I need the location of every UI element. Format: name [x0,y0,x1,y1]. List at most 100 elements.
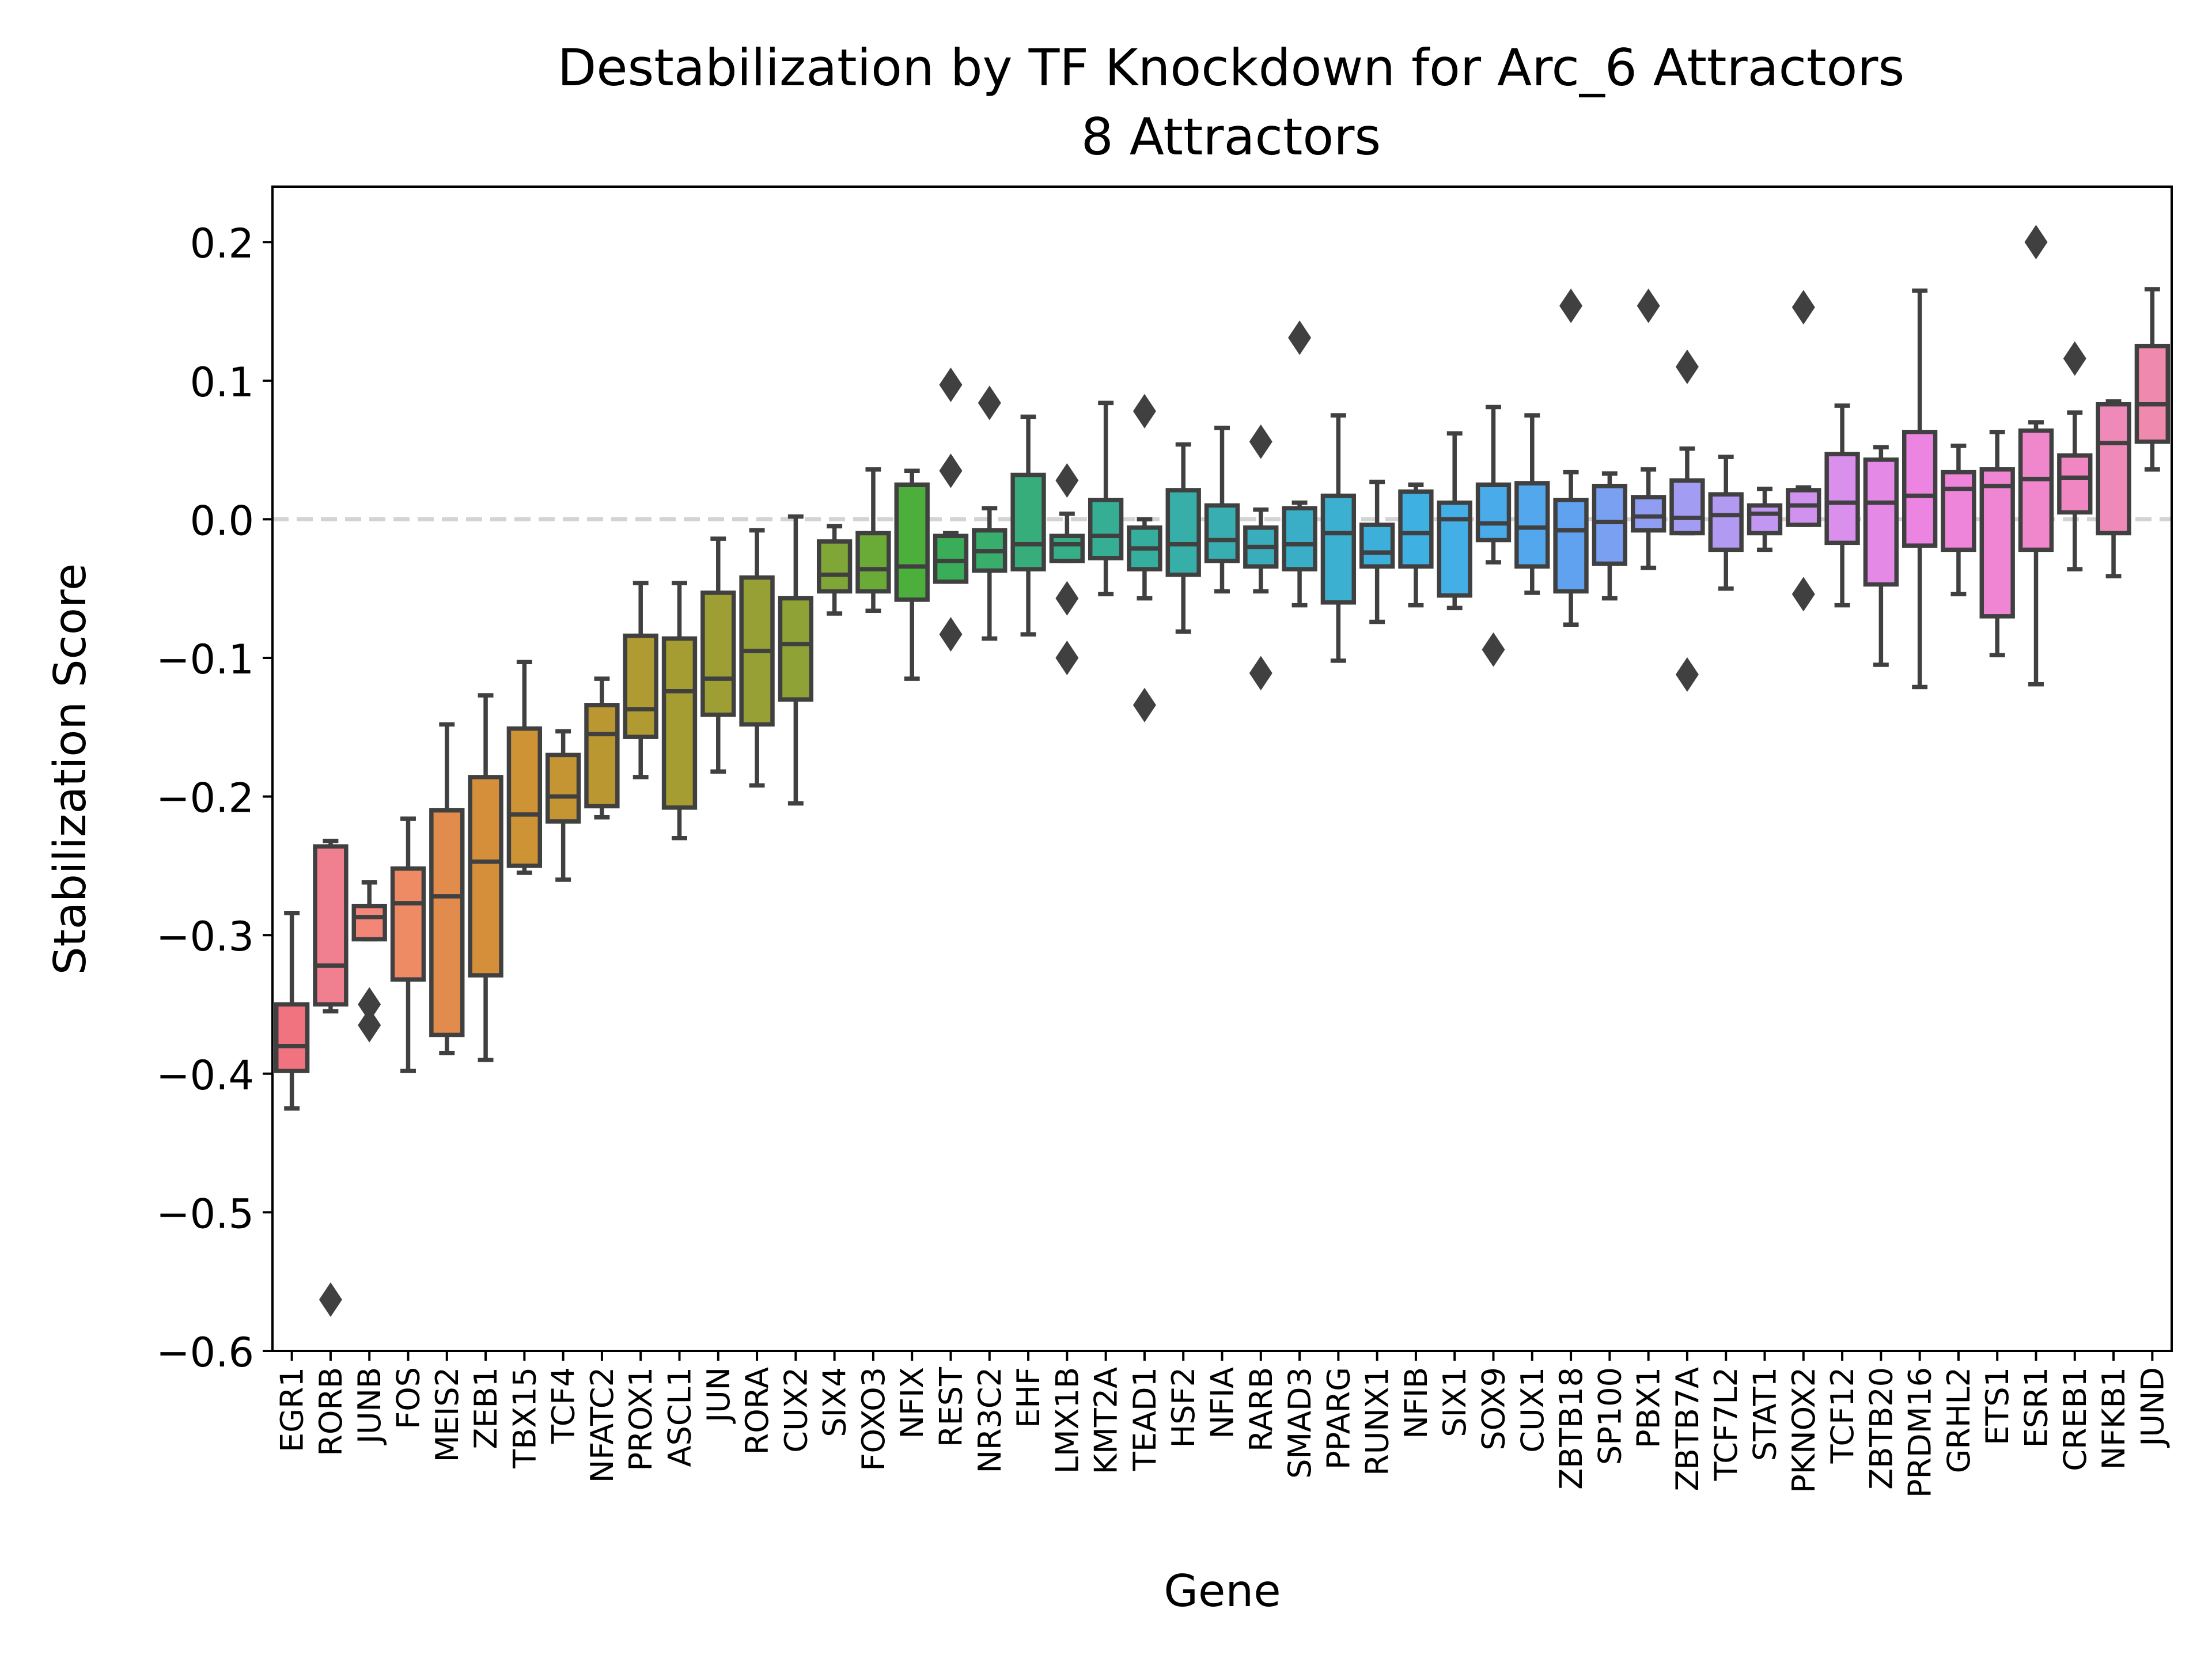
x-tick-label: SIX4 [817,1367,853,1437]
box-jund [2134,343,2171,444]
x-tick-label: TEAD1 [1127,1367,1163,1471]
box-stat1 [1747,503,1783,536]
x-tick-label: NFKB1 [2096,1367,2132,1470]
x-tick-label: CREB1 [2057,1367,2093,1471]
x-tick-label: ESR1 [2018,1367,2055,1448]
outlier-point [1675,657,1699,692]
outlier-point [1482,632,1505,667]
x-tick-label: NFATC2 [584,1367,620,1483]
x-tick-label: ZEB1 [468,1367,504,1449]
box-nfib [1398,489,1434,569]
box-nfix [894,482,930,602]
box-esr1 [2018,428,2054,552]
outlier-point [1791,577,1815,612]
box-kmt2a [1088,497,1124,561]
outlier-point [319,1282,342,1317]
box-egr1 [274,1002,310,1073]
outlier-point [1132,687,1156,722]
box-pparg [1320,493,1357,605]
x-tick-label: CUX1 [1514,1367,1551,1453]
x-tick-label: ZBTB18 [1553,1367,1589,1490]
x-tick-label: TCF7L2 [1708,1367,1744,1481]
outlier-point [1637,288,1660,323]
box-hsf2 [1165,488,1201,577]
box-zeb1 [468,775,503,978]
box-grhl2 [1941,470,1976,552]
x-tick-label: JUND [2134,1367,2171,1448]
x-tick-label: TBX15 [506,1367,543,1469]
y-tick-label: −0.4 [156,1052,254,1099]
outlier-point [1055,641,1079,676]
box-lmx1b [1049,533,1085,563]
box-creb1 [2057,453,2093,515]
x-tick-label: MEIS2 [429,1367,465,1462]
x-tick-label: ETS1 [1979,1367,2016,1445]
y-tick-label: −0.1 [156,636,254,683]
box-sp100 [1592,483,1628,566]
box-nfatc2 [584,703,620,809]
x-tick-label: PPARG [1320,1367,1357,1470]
outlier-point [1132,393,1156,429]
x-tick-label: CUX2 [778,1367,814,1453]
outlier-point [1249,656,1272,691]
x-tick-label: TCF12 [1824,1367,1861,1464]
y-axis-label: Stabilization Score [45,563,96,975]
x-tick-label: NFIB [1398,1367,1434,1438]
box-nfia [1204,503,1240,563]
box-six1 [1437,500,1472,598]
box-prox1 [623,633,658,739]
box-tcf7l2 [1708,492,1744,552]
x-tick-label: PKNOX2 [1786,1367,1822,1493]
x-tick-label: SIX1 [1437,1367,1473,1437]
x-tick-label: SMAD3 [1282,1367,1318,1479]
box-six4 [816,539,853,594]
x-tick-label: SP100 [1592,1367,1628,1465]
x-tick-label: GRHL2 [1941,1367,1977,1473]
box-zbtb18 [1553,497,1589,594]
x-tick-label: LMX1B [1049,1367,1085,1474]
outlier-point [978,385,1001,421]
y-tick-label: −0.5 [156,1190,254,1237]
box-cux1 [1514,481,1550,569]
x-tick-label: EGR1 [274,1367,310,1452]
x-tick-label: RARB [1243,1367,1279,1452]
box-smad3 [1282,506,1317,571]
x-tick-label: PBX1 [1631,1367,1667,1448]
x-tick-label: ZBTB7A [1669,1367,1706,1491]
x-tick-label: RORB [313,1367,349,1456]
outlier-point [358,987,381,1022]
box-runx1 [1359,523,1395,569]
box-tcf4 [545,752,581,824]
chart-subtitle: 8 Attractors [1081,107,1381,166]
x-tick-label: ZBTB20 [1863,1367,1899,1490]
x-tick-label: RUNX1 [1359,1367,1396,1476]
x-tick-label: RORA [739,1367,775,1455]
y-tick-label: 0.0 [190,497,254,544]
y-tick-label: −0.3 [156,913,254,960]
box-rorb [313,844,349,1007]
y-tick-label: −0.2 [156,775,254,822]
box-ehf [1010,472,1046,571]
outlier-point [2063,341,2086,376]
box-junb [351,903,387,942]
x-tick-label: FOXO3 [855,1367,892,1471]
outlier-point [1055,463,1079,498]
y-tick-label: 0.1 [190,359,254,406]
box-zbtb7a [1669,478,1705,536]
box-pbx1 [1630,495,1666,533]
outlier-point [358,1008,381,1043]
y-tick-label: −0.6 [156,1329,254,1376]
box-prdm16 [1902,430,1938,548]
outlier-point [1791,290,1815,325]
y-tick-label: 0.2 [190,220,254,267]
box-tcf12 [1824,452,1860,546]
outlier-point [939,453,963,489]
x-tick-label: STAT1 [1747,1367,1783,1461]
x-tick-label: PRDM16 [1902,1367,1938,1498]
box-foxo3 [855,531,891,594]
outlier-point [1559,288,1583,323]
axes-frame [271,185,2173,1352]
